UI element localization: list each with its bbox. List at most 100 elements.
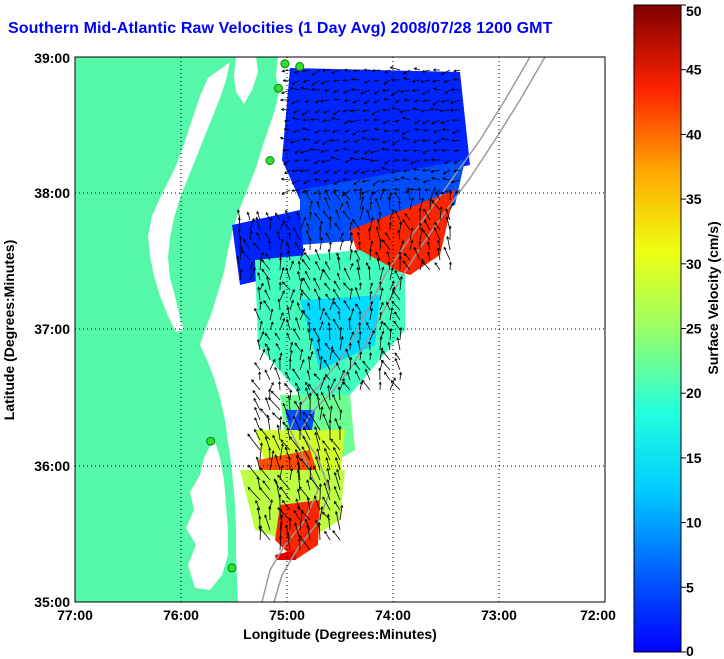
velocity-vector xyxy=(377,258,381,271)
velocity-vector xyxy=(269,359,276,371)
velocity-vector xyxy=(409,197,413,211)
velocity-vector-head xyxy=(314,100,319,104)
velocity-vector-head xyxy=(254,417,258,421)
velocity-vector xyxy=(329,216,331,231)
velocity-vector-head xyxy=(349,157,353,161)
velocity-vector xyxy=(303,79,311,83)
velocity-vector-head xyxy=(403,169,407,173)
velocity-vector xyxy=(354,250,361,261)
velocity-vector-head xyxy=(403,149,407,153)
velocity-vector xyxy=(343,139,351,143)
velocity-vector-head xyxy=(348,317,352,321)
velocity-vector xyxy=(413,247,421,261)
velocity-vector-head xyxy=(381,88,386,92)
velocity-vector xyxy=(333,289,341,301)
velocity-vector-head xyxy=(423,219,427,223)
velocity-vector-head xyxy=(413,67,417,71)
velocity-vector-head xyxy=(413,246,417,251)
velocity-vector-head xyxy=(381,350,385,354)
velocity-vector xyxy=(381,360,391,371)
velocity-vector-head xyxy=(253,397,257,401)
velocity-vector-head xyxy=(381,188,385,192)
velocity-vector-head xyxy=(299,534,302,539)
velocity-vector-head xyxy=(280,177,285,181)
velocity-vector xyxy=(338,386,341,401)
velocity-vector xyxy=(334,179,341,185)
velocity-vector-head xyxy=(315,456,319,460)
velocity-vector xyxy=(315,109,321,114)
velocity-vector xyxy=(449,202,454,211)
velocity-vector-head xyxy=(342,381,346,385)
velocity-vector xyxy=(329,297,335,311)
velocity-vector xyxy=(297,302,301,311)
velocity-vector-head xyxy=(386,301,389,305)
velocity-vector xyxy=(350,157,361,161)
velocity-vector xyxy=(289,260,294,271)
velocity-vector-head xyxy=(427,241,431,245)
velocity-vector xyxy=(294,149,301,154)
velocity-vector-head xyxy=(290,341,294,345)
velocity-vector-head xyxy=(250,261,254,266)
velocity-vector-head xyxy=(268,505,272,509)
velocity-vector-head xyxy=(280,439,284,443)
velocity-vector-head xyxy=(410,227,414,231)
velocity-vector xyxy=(302,127,311,131)
velocity-vector xyxy=(399,276,402,291)
velocity-vector-head xyxy=(342,210,346,214)
velocity-vector-head xyxy=(313,465,316,469)
velocity-vector xyxy=(419,259,424,271)
velocity-vector-head xyxy=(427,251,431,255)
velocity-vector-head xyxy=(291,81,295,85)
velocity-vector-head xyxy=(307,328,311,332)
velocity-vector-head xyxy=(280,312,284,316)
velocity-vector xyxy=(308,329,311,341)
velocity-vector-head xyxy=(279,252,283,256)
velocity-vector xyxy=(299,535,311,551)
velocity-vector-head xyxy=(358,282,362,286)
velocity-vector xyxy=(319,356,323,371)
velocity-vector xyxy=(293,109,301,113)
velocity-vector-head xyxy=(335,456,338,461)
velocity-vector-head xyxy=(294,150,298,154)
velocity-vector-head xyxy=(251,217,255,222)
velocity-vector-head xyxy=(262,348,266,353)
velocity-vector-head xyxy=(330,438,334,442)
velocity-vector-head xyxy=(309,413,313,417)
velocity-vector xyxy=(291,99,301,105)
velocity-vector xyxy=(404,253,411,261)
velocity-vector xyxy=(350,109,361,112)
velocity-vector-head xyxy=(433,226,437,231)
velocity-vector xyxy=(284,383,291,391)
velocity-vector xyxy=(324,448,331,461)
velocity-vector xyxy=(392,290,401,301)
velocity-vector-head xyxy=(450,108,454,112)
velocity-vector-head xyxy=(320,406,324,410)
velocity-vector-head xyxy=(278,380,282,385)
colorbar-tick-label: 45 xyxy=(686,62,702,78)
velocity-vector-head xyxy=(254,428,257,432)
velocity-vector-head xyxy=(349,109,354,113)
velocity-vector-head xyxy=(283,127,287,131)
velocity-vector xyxy=(305,382,311,391)
velocity-vector-head xyxy=(322,413,326,417)
velocity-vector-head xyxy=(330,117,335,121)
velocity-vector-head xyxy=(394,352,398,356)
velocity-vector-head xyxy=(286,306,290,310)
velocity-vector-head xyxy=(394,311,397,315)
velocity-vector xyxy=(434,222,441,231)
velocity-vector-head xyxy=(289,436,293,440)
velocity-vector xyxy=(264,369,271,381)
velocity-vector-head xyxy=(393,187,398,191)
velocity-vector-head xyxy=(333,301,337,305)
velocity-vector xyxy=(313,189,321,195)
velocity-vector-head xyxy=(333,170,337,174)
velocity-vector-head xyxy=(390,93,395,96)
velocity-vector-head xyxy=(317,521,321,526)
velocity-vector xyxy=(290,87,301,91)
velocity-vector-head xyxy=(386,250,390,255)
velocity-vector xyxy=(238,217,241,231)
velocity-vector xyxy=(278,299,281,311)
velocity-vector-head xyxy=(274,453,278,458)
velocity-vector xyxy=(241,250,251,261)
velocity-vector xyxy=(445,89,451,94)
